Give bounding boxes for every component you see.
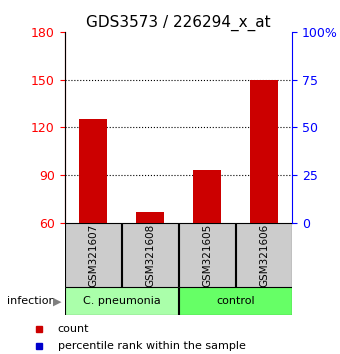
Bar bbox=[136, 212, 164, 223]
Text: C. pneumonia: C. pneumonia bbox=[83, 296, 160, 306]
Bar bbox=[65, 287, 178, 315]
Bar bbox=[65, 223, 121, 287]
Text: count: count bbox=[58, 324, 89, 333]
Bar bbox=[236, 223, 292, 287]
Bar bbox=[250, 80, 278, 223]
Bar bbox=[178, 223, 235, 287]
Text: infection: infection bbox=[7, 296, 55, 306]
Text: GSM321606: GSM321606 bbox=[259, 223, 269, 286]
Bar bbox=[178, 287, 292, 315]
Title: GDS3573 / 226294_x_at: GDS3573 / 226294_x_at bbox=[86, 14, 271, 30]
Bar bbox=[79, 120, 107, 223]
Bar bbox=[122, 223, 178, 287]
Text: percentile rank within the sample: percentile rank within the sample bbox=[58, 341, 245, 351]
Text: control: control bbox=[216, 296, 255, 306]
Text: ▶: ▶ bbox=[53, 296, 62, 306]
Bar bbox=[193, 171, 221, 223]
Text: GSM321607: GSM321607 bbox=[88, 223, 98, 286]
Text: GSM321605: GSM321605 bbox=[202, 223, 212, 286]
Text: GSM321608: GSM321608 bbox=[145, 223, 155, 286]
